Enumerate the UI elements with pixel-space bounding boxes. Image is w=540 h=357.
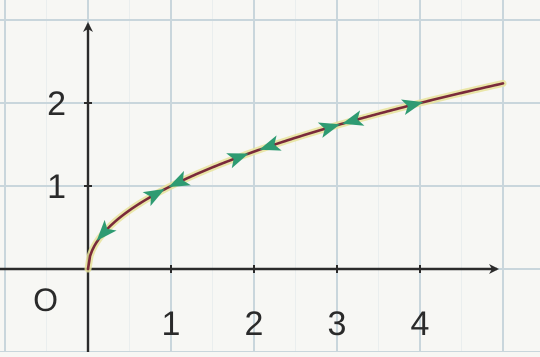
arrow-marker [142,188,165,207]
y-tick-label: 2 [47,85,66,123]
arrow-marker [259,135,282,151]
arrow-marker [317,122,341,138]
axes [0,22,499,352]
origin-label: O [33,282,58,318]
tick-labels: 1 2 3 4 1 2 O [33,85,429,343]
arrow-marker [342,110,365,126]
x-tick-label: 2 [245,305,264,343]
x-tick-label: 1 [162,305,181,343]
arrow-marker [226,153,249,169]
arrow-marker [168,170,191,188]
arrow-markers [96,99,424,241]
arrow-marker [401,99,424,116]
x-tick-label: 3 [328,305,347,343]
y-tick-label: 1 [47,168,66,206]
arrow-marker [96,219,117,241]
x-tick-label: 4 [411,305,430,343]
